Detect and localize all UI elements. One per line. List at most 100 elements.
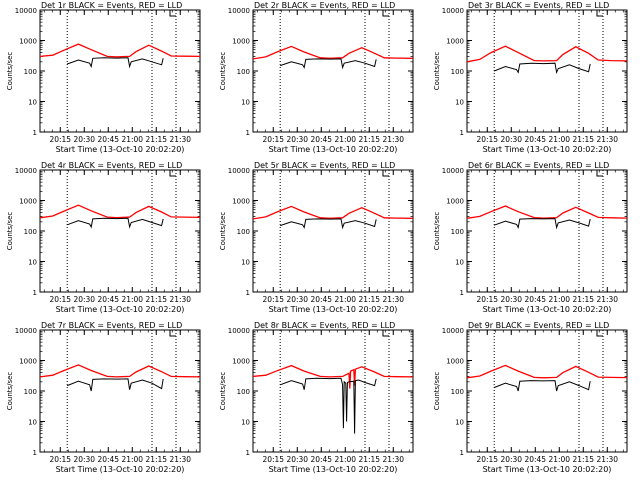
x-tick-label: 21:00 <box>121 295 143 304</box>
y-tick-label: 100 <box>237 228 250 236</box>
chart-title: Det 5r BLACK = Events, RED = LLD <box>254 161 395 170</box>
x-tick-label: 21:15 <box>572 135 594 144</box>
y-tick-label: 1 <box>459 289 463 297</box>
y-tick-label: 10 <box>241 418 250 426</box>
chart-title: Det 3r BLACK = Events, RED = LLD <box>468 1 609 10</box>
chart-panel: Det 6r BLACK = Events, RED = LLD 1 10 100 10… <box>433 161 628 314</box>
chart-panel: Det 7r BLACK = Events, RED = LLD 1 10 100 10… <box>6 321 201 474</box>
x-tick-label: 21:00 <box>335 135 357 144</box>
y-tick-label: 10000 <box>15 327 37 335</box>
y-tick-label: 1 <box>33 289 37 297</box>
x-tick-label: 21:00 <box>548 295 570 304</box>
x-tick-label: 21:15 <box>359 295 381 304</box>
chart-title: Det 2r BLACK = Events, RED = LLD <box>254 1 395 10</box>
y-tick-label: 1000 <box>233 358 251 366</box>
series-events-line <box>280 58 378 70</box>
y-tick-label: 1000 <box>446 358 464 366</box>
y-tick-label: 1 <box>33 129 37 137</box>
chart-panel: Det 4r BLACK = Events, RED = LLD 1 10 100 10… <box>6 161 201 314</box>
x-axis-label: Start Time (13-Oct-10 20:02:20) <box>269 145 398 154</box>
y-tick-label: 10 <box>28 98 37 106</box>
x-tick-label: 21:00 <box>335 455 357 464</box>
top-marker <box>382 10 390 17</box>
y-tick-label: 100 <box>237 388 250 396</box>
series-lld-line <box>253 45 414 60</box>
chart-title: Det 6r BLACK = Events, RED = LLD <box>468 161 609 170</box>
x-tick-label: 21:15 <box>572 455 594 464</box>
series-events-line <box>67 217 164 229</box>
x-tick-label: 20:45 <box>524 135 546 144</box>
y-tick-label: 10000 <box>441 327 463 335</box>
x-tick-label: 21:30 <box>383 135 405 144</box>
series-events-line <box>493 62 591 75</box>
y-axis-label: Counts/sec <box>6 52 14 91</box>
y-tick-label: 1000 <box>19 358 37 366</box>
top-marker <box>596 10 603 17</box>
x-axis-label: Start Time (13-Oct-10 20:02:20) <box>56 145 185 154</box>
x-tick-label: 21:30 <box>596 455 618 464</box>
y-tick-label: 1000 <box>446 38 464 46</box>
x-tick-label: 21:15 <box>145 295 167 304</box>
x-tick-label: 21:15 <box>359 455 381 464</box>
chart-title: Det 4r BLACK = Events, RED = LLD <box>41 161 182 170</box>
top-marker <box>382 170 390 177</box>
y-axis-label: Counts/sec <box>219 52 227 91</box>
y-tick-label: 10 <box>28 258 37 266</box>
x-axis-label: Start Time (13-Oct-10 20:02:20) <box>482 305 611 314</box>
x-tick-label: 20:30 <box>73 135 95 144</box>
top-marker <box>169 10 176 17</box>
x-tick-label: 21:15 <box>145 455 167 464</box>
x-tick-label: 20:30 <box>287 135 309 144</box>
chart-title: Det 7r BLACK = Events, RED = LLD <box>41 321 182 330</box>
chart-panel: Det 2r BLACK = Events, RED = LLD 1 10 100 10… <box>219 1 414 154</box>
y-tick-label: 10 <box>28 418 37 426</box>
x-tick-label: 21:30 <box>383 295 405 304</box>
series-events-line <box>493 380 591 392</box>
chart-title: Det 9r BLACK = Events, RED = LLD <box>468 321 609 330</box>
x-tick-label: 20:45 <box>97 295 119 304</box>
y-tick-label: 10 <box>455 418 464 426</box>
x-tick-label: 20:15 <box>476 135 498 144</box>
y-tick-label: 10000 <box>441 7 463 15</box>
x-tick-label: 20:45 <box>524 455 546 464</box>
y-axis-label: Counts/sec <box>433 212 441 251</box>
x-tick-label: 20:30 <box>500 295 522 304</box>
x-axis-label: Start Time (13-Oct-10 20:02:20) <box>56 305 185 314</box>
top-marker <box>169 330 176 337</box>
y-tick-label: 10 <box>241 98 250 106</box>
x-tick-label: 21:30 <box>169 135 191 144</box>
x-tick-label: 20:45 <box>311 455 333 464</box>
y-tick-label: 100 <box>237 68 250 76</box>
y-tick-label: 10 <box>241 258 250 266</box>
x-tick-label: 21:15 <box>359 135 381 144</box>
x-tick-label: 21:00 <box>548 135 570 144</box>
x-tick-label: 20:30 <box>500 135 522 144</box>
chart-title: Det 8r BLACK = Events, RED = LLD <box>254 321 395 330</box>
x-tick-label: 20:45 <box>97 135 119 144</box>
x-tick-label: 21:30 <box>169 455 191 464</box>
series-lld-line <box>466 205 627 219</box>
x-tick-label: 20:15 <box>49 455 71 464</box>
y-tick-label: 100 <box>24 68 37 76</box>
y-axis-label: Counts/sec <box>6 212 14 251</box>
x-tick-label: 20:15 <box>476 295 498 304</box>
x-tick-label: 20:45 <box>311 135 333 144</box>
y-tick-label: 10000 <box>228 7 250 15</box>
y-axis-label: Counts/sec <box>433 372 441 411</box>
series-events-line <box>280 218 378 230</box>
x-tick-label: 21:00 <box>548 455 570 464</box>
top-marker <box>382 330 390 337</box>
y-axis-label: Counts/sec <box>219 372 227 411</box>
chart-title: Det 1r BLACK = Events, RED = LLD <box>41 1 182 10</box>
x-tick-label: 21:00 <box>335 295 357 304</box>
x-tick-label: 20:15 <box>49 295 71 304</box>
series-lld-line <box>39 204 201 219</box>
series-lld-line <box>466 364 627 379</box>
top-marker <box>596 330 603 337</box>
y-tick-label: 1 <box>246 129 250 137</box>
x-tick-label: 20:30 <box>500 455 522 464</box>
series-events-line <box>67 378 164 392</box>
x-tick-label: 20:15 <box>263 455 285 464</box>
x-tick-label: 20:30 <box>287 295 309 304</box>
